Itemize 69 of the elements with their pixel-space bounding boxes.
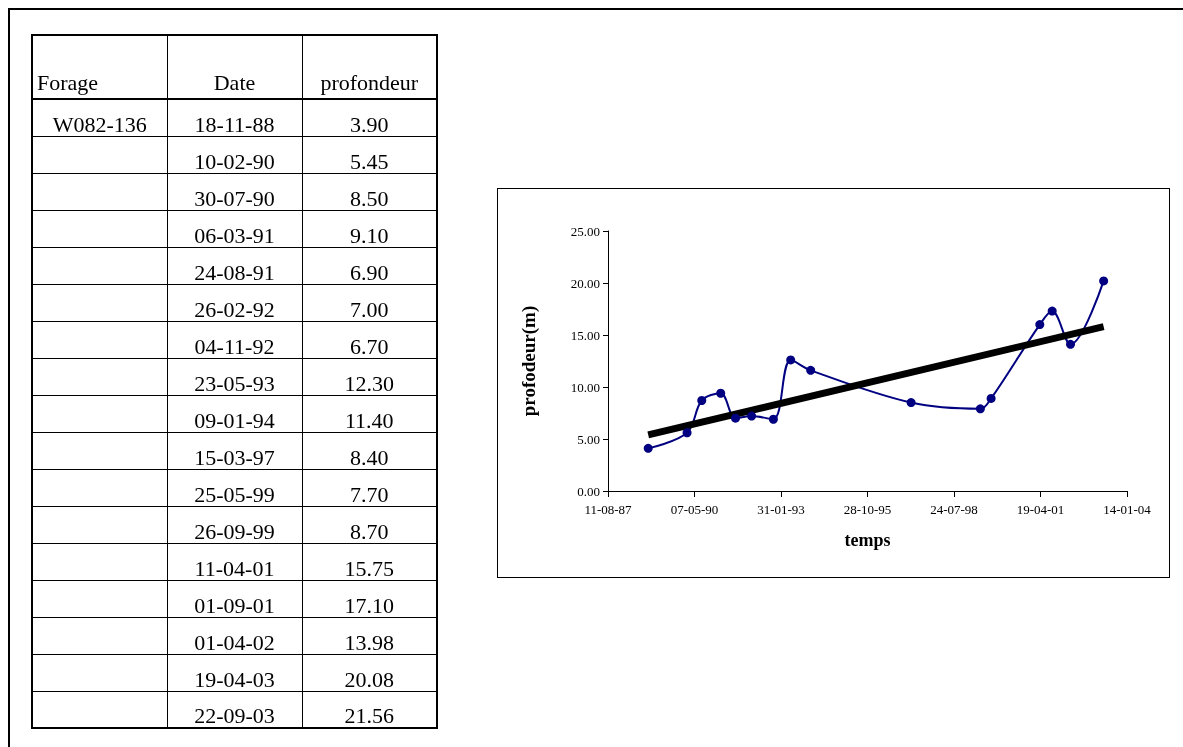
text: 20.08	[344, 666, 394, 692]
category-label: 22-09-03	[167, 691, 302, 728]
point	[1035, 320, 1045, 330]
text: 5.45	[350, 148, 389, 174]
text: 7.00	[350, 296, 389, 322]
category-label: 09-01-94	[167, 395, 302, 433]
point	[1047, 306, 1057, 316]
category-label: 15-03-97	[167, 432, 302, 470]
category-label: 26-09-99	[167, 506, 302, 544]
category-label: 04-11-92	[167, 321, 302, 359]
x-tick-label: 11-08-87	[584, 502, 633, 517]
text: 3.90	[350, 111, 389, 137]
point	[682, 428, 692, 438]
category-label: 01-04-02	[167, 617, 302, 655]
category-label: 23-05-93	[167, 358, 302, 396]
y-tick-label: 15.00	[570, 327, 600, 343]
category-label: 24-08-91	[167, 247, 302, 285]
x-tick-label: 14-01-04	[1103, 502, 1152, 517]
text: 11.40	[344, 407, 394, 433]
x-tick-label: 28-10-95	[843, 502, 892, 517]
category-label: 18-11-88	[167, 99, 302, 137]
category-label: 10-02-90	[167, 136, 302, 174]
y-tick-label: 10.00	[570, 379, 600, 395]
category-label: 25-05-99	[167, 469, 302, 507]
category-label: 01-09-01	[167, 580, 302, 618]
y-tick-label: 25.00	[570, 223, 600, 239]
point	[768, 414, 778, 424]
point	[716, 388, 726, 398]
text: 6.70	[350, 333, 389, 359]
category-label: 11-04-01	[167, 543, 302, 581]
text: 6.90	[350, 259, 389, 285]
point	[786, 355, 796, 365]
point	[986, 393, 996, 403]
point	[643, 443, 653, 453]
text: 8.50	[350, 185, 389, 211]
text: W082-136	[32, 99, 167, 137]
x-tick-label: 24-07-98	[930, 502, 978, 517]
text: 8.70	[350, 518, 389, 544]
x-tick-label: 07-05-90	[670, 502, 719, 517]
x-tick-label: 19-04-01	[1016, 502, 1065, 517]
text: 12.30	[344, 370, 394, 396]
y-tick-label: 0.00	[577, 483, 600, 499]
point	[906, 398, 916, 408]
category-label: 26-02-92	[167, 284, 302, 322]
text: 7.70	[350, 481, 389, 507]
text: Date	[167, 35, 302, 99]
point	[747, 411, 757, 421]
text: 21.56	[344, 703, 394, 728]
category-label: 06-03-91	[167, 210, 302, 248]
y-axis-title: profodeur(m)	[518, 305, 540, 417]
category-label: 30-07-90	[167, 173, 302, 211]
point	[1099, 276, 1109, 286]
point	[975, 404, 985, 414]
category-label: 19-04-03	[167, 654, 302, 692]
text: Forage	[32, 35, 167, 99]
x-axis-title: temps	[844, 530, 891, 550]
point	[806, 365, 816, 375]
text: 9.10	[350, 222, 389, 248]
point	[1066, 339, 1076, 349]
point	[697, 396, 707, 406]
text: profondeur	[302, 35, 437, 99]
text: 17.10	[344, 592, 394, 618]
y-tick-label: 20.00	[570, 275, 600, 291]
text: 15.75	[344, 555, 394, 581]
text: 13.98	[344, 629, 394, 655]
y-tick-label: 5.00	[577, 431, 600, 447]
x-tick-label: 31-01-93	[757, 502, 805, 517]
point	[731, 413, 740, 423]
text: 8.40	[350, 444, 389, 470]
